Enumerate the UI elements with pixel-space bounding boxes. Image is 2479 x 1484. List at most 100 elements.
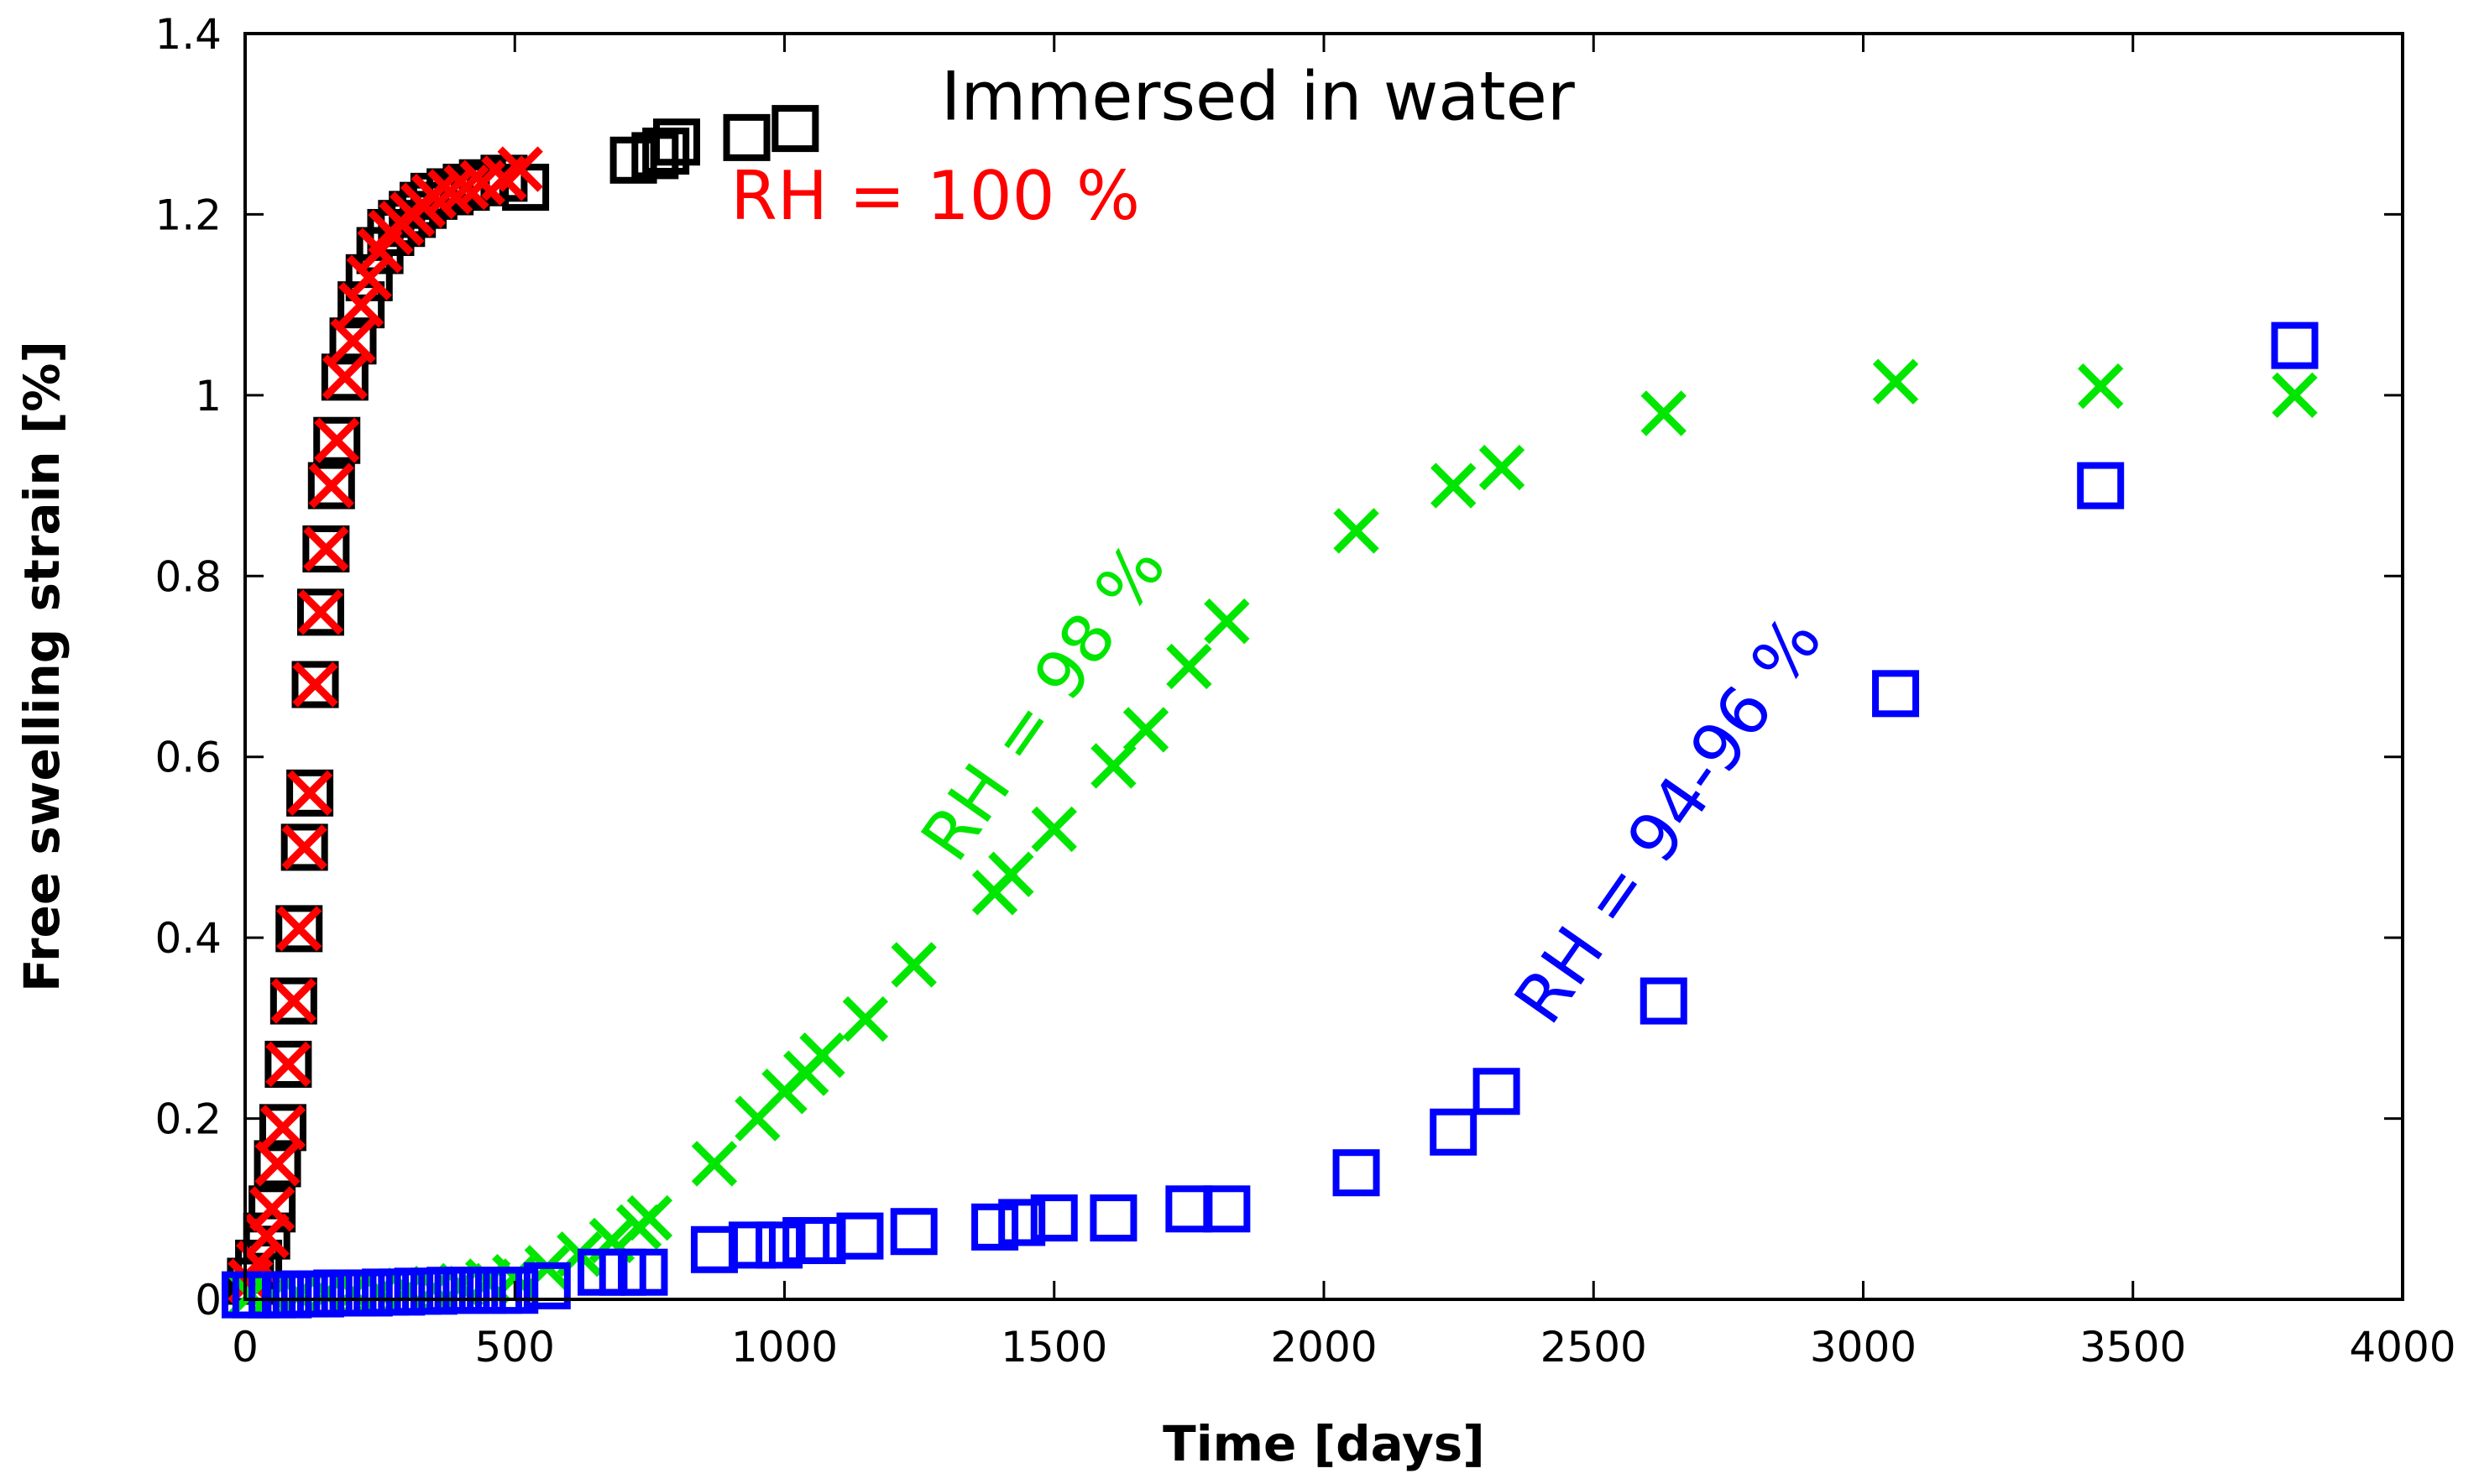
data-point-square: [1872, 670, 1920, 718]
y-tick-label: 1.2: [154, 191, 222, 239]
data-point-square: [523, 1262, 571, 1309]
data-point-x: [1166, 643, 1212, 690]
data-point-x: [988, 851, 1034, 897]
data-point-x: [1478, 444, 1525, 491]
data-point-square: [1640, 977, 1687, 1025]
data-point-x: [497, 146, 543, 192]
data-point-square: [280, 823, 328, 871]
data-point-x: [443, 164, 489, 211]
data-point-x: [270, 978, 317, 1024]
data-point-square: [491, 1267, 539, 1314]
data-point-square: [836, 1212, 884, 1260]
data-point-square: [890, 1208, 938, 1256]
data-point-x: [1430, 462, 1477, 509]
y-axis-label: Free swelling strain [%]: [13, 341, 71, 992]
data-point-square: [296, 588, 344, 636]
data-point-square: [307, 462, 355, 509]
x-tick-label: 3000: [1810, 1323, 1917, 1372]
data-point-x: [259, 1105, 306, 1151]
data-point-square: [254, 1140, 301, 1188]
y-tick-label: 1: [195, 372, 222, 421]
data-point-x: [2272, 372, 2318, 419]
data-point-x: [1204, 598, 1250, 645]
data-point-square: [259, 1104, 306, 1152]
data-point-x: [426, 169, 473, 215]
data-point-x: [691, 1141, 738, 1187]
data-point-square: [302, 525, 350, 572]
data-point-square: [1030, 1194, 1078, 1242]
x-tick-label: 3500: [2079, 1323, 2186, 1372]
annotation-label: Immersed in water: [941, 57, 1575, 135]
data-point-square: [1472, 1068, 1520, 1116]
data-point-x: [1122, 707, 1169, 753]
data-point-x: [308, 462, 354, 509]
data-point-x: [297, 589, 344, 635]
data-point-square: [971, 1203, 1019, 1251]
data-point-x: [626, 1194, 673, 1241]
x-axis-label: Time [days]: [1163, 1415, 1485, 1472]
data-point-x: [346, 254, 392, 301]
data-point-x: [337, 281, 384, 328]
data-point-square: [653, 118, 700, 166]
data-point-x: [411, 173, 458, 220]
data-point-x: [1872, 358, 1919, 405]
data-point-square: [728, 1221, 776, 1269]
plot-marks: [222, 105, 2319, 1319]
data-point-x: [265, 1041, 311, 1088]
y-tick-label: 0: [195, 1276, 222, 1325]
data-point-square: [1090, 1194, 1138, 1242]
data-point-x: [1090, 743, 1137, 789]
data-point-x: [314, 417, 360, 463]
data-point-x: [2078, 363, 2124, 410]
data-point-x: [248, 1186, 295, 1232]
data-point-square: [286, 769, 334, 817]
axis-ticks: 0 500 1000 1500 2000 2500 3000 3500 4000 0 0.2 0.4 0…: [154, 10, 2455, 1372]
x-tick-label: 2000: [1270, 1323, 1377, 1372]
data-point-x: [1640, 390, 1687, 436]
data-point-x: [842, 995, 889, 1042]
x-tick-label: 1000: [731, 1323, 838, 1372]
data-point-x: [286, 770, 333, 816]
data-point-x: [1333, 508, 1379, 554]
data-point-square: [321, 353, 369, 401]
data-point-x: [799, 1032, 845, 1079]
data-point-square: [1430, 1108, 1477, 1156]
y-tick-label: 0.4: [154, 914, 222, 963]
data-point-square: [2271, 321, 2319, 369]
series-1: [228, 146, 543, 1304]
data-point-square: [313, 416, 361, 464]
series-3: [222, 321, 2319, 1319]
x-tick-label: 4000: [2349, 1323, 2455, 1372]
data-point-x: [254, 1141, 301, 1187]
x-tick-label: 0: [232, 1323, 259, 1372]
y-tick-label: 0.6: [154, 734, 222, 782]
data-point-x: [292, 661, 338, 708]
data-point-square: [275, 905, 323, 953]
data-point-square: [291, 661, 339, 708]
data-point-x: [276, 906, 322, 952]
data-point-square: [2077, 462, 2125, 509]
data-point-x: [281, 824, 327, 870]
data-point-square: [264, 1040, 312, 1088]
data-point-x: [303, 525, 349, 572]
x-tick-label: 2500: [1540, 1323, 1647, 1372]
data-point-square: [1332, 1149, 1380, 1197]
data-point-square: [269, 977, 317, 1025]
data-point-square: [642, 128, 690, 175]
annotation-label: RH = 100 %: [730, 157, 1140, 235]
data-point-square: [1203, 1185, 1251, 1233]
y-tick-label: 1.4: [154, 10, 222, 59]
data-point-x: [891, 942, 937, 988]
data-point-square: [620, 1248, 668, 1296]
data-point-square: [329, 317, 377, 365]
data-point-square: [998, 1199, 1046, 1246]
y-tick-label: 0.8: [154, 552, 222, 601]
data-point-square: [723, 113, 771, 161]
x-tick-label: 1500: [1001, 1323, 1107, 1372]
data-point-x: [322, 354, 369, 400]
data-point-x: [1031, 806, 1077, 853]
y-tick-label: 0.2: [154, 1095, 222, 1144]
data-point-square: [771, 105, 819, 153]
x-tick-label: 500: [475, 1323, 555, 1372]
